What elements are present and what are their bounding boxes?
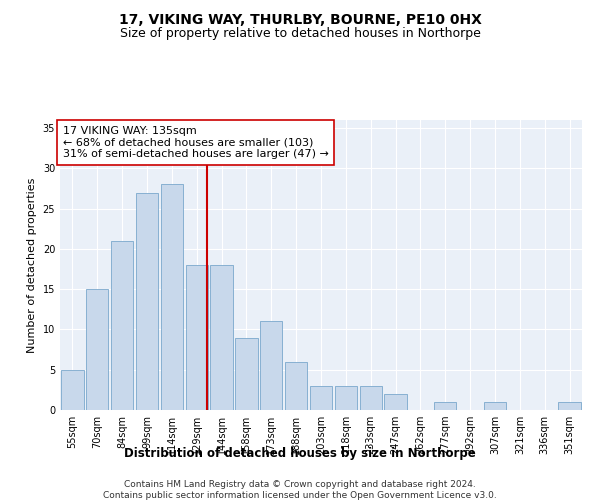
Bar — [310, 386, 332, 410]
Bar — [211, 265, 233, 410]
Bar — [86, 289, 109, 410]
Bar — [61, 370, 83, 410]
Bar — [285, 362, 307, 410]
Bar — [335, 386, 357, 410]
Bar — [185, 265, 208, 410]
Bar — [111, 241, 133, 410]
Bar — [260, 322, 283, 410]
Bar — [385, 394, 407, 410]
Text: Distribution of detached houses by size in Northorpe: Distribution of detached houses by size … — [124, 448, 476, 460]
Text: Size of property relative to detached houses in Northorpe: Size of property relative to detached ho… — [119, 28, 481, 40]
Bar — [484, 402, 506, 410]
Text: 17 VIKING WAY: 135sqm
← 68% of detached houses are smaller (103)
31% of semi-det: 17 VIKING WAY: 135sqm ← 68% of detached … — [62, 126, 328, 159]
Bar — [136, 192, 158, 410]
Text: Contains public sector information licensed under the Open Government Licence v3: Contains public sector information licen… — [103, 491, 497, 500]
Bar — [434, 402, 457, 410]
Bar — [359, 386, 382, 410]
Text: 17, VIKING WAY, THURLBY, BOURNE, PE10 0HX: 17, VIKING WAY, THURLBY, BOURNE, PE10 0H… — [119, 12, 481, 26]
Bar — [559, 402, 581, 410]
Bar — [161, 184, 183, 410]
Bar — [235, 338, 257, 410]
Y-axis label: Number of detached properties: Number of detached properties — [27, 178, 37, 352]
Text: Contains HM Land Registry data © Crown copyright and database right 2024.: Contains HM Land Registry data © Crown c… — [124, 480, 476, 489]
